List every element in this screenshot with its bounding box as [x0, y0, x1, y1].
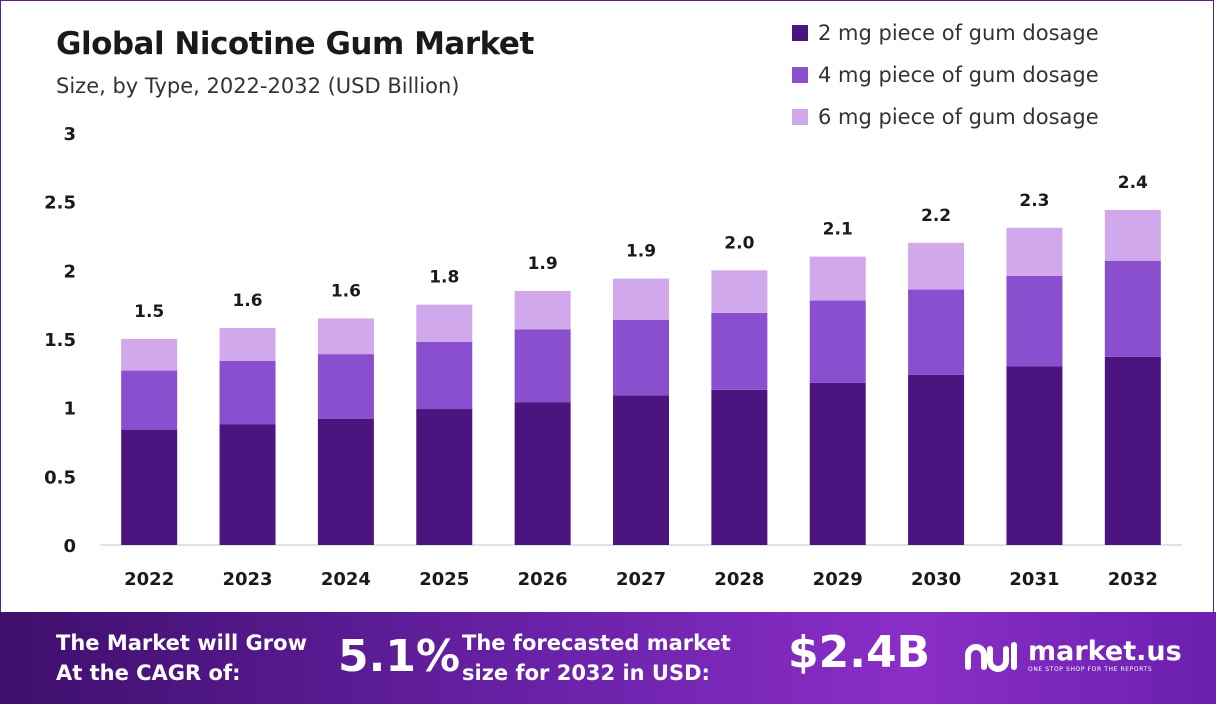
x-tick-label: 2026 [518, 569, 568, 590]
bar-segment-6mg [1104, 209, 1161, 261]
bar-segment-4mg [809, 300, 866, 383]
bar-segment-4mg [908, 289, 965, 375]
legend-item-2mg: 2 mg piece of gum dosage [792, 12, 1099, 54]
bar-total-label: 1.6 [232, 291, 262, 311]
bar-segment-4mg [416, 341, 473, 410]
bar-segment-6mg [514, 290, 571, 330]
cagr-caption-line1: The Market will Grow [56, 631, 307, 655]
brand-tagline: ONE STOP SHOP FOR THE REPORTS [1028, 666, 1153, 673]
bar-total-label: 2.4 [1118, 173, 1148, 193]
legend-swatch-2mg [792, 25, 808, 41]
cagr-caption: The Market will Grow At the CAGR of: [56, 628, 307, 688]
bar-segment-2mg [809, 382, 866, 545]
y-tick-label: 2 [63, 261, 76, 282]
bar-segment-4mg [514, 329, 571, 403]
legend-item-4mg: 4 mg piece of gum dosage [792, 54, 1099, 96]
legend-label-6mg: 6 mg piece of gum dosage [818, 105, 1099, 129]
y-tick-label: 0 [63, 536, 76, 557]
footer-banner: The Market will Grow At the CAGR of: 5.1… [0, 612, 1216, 704]
bar-segment-6mg [1006, 227, 1063, 276]
bar-segment-6mg [416, 304, 473, 342]
legend-label-2mg: 2 mg piece of gum dosage [818, 21, 1099, 45]
bar-segment-4mg [1006, 275, 1063, 367]
bar-segment-6mg [613, 278, 669, 320]
cagr-caption-line2: At the CAGR of: [56, 661, 241, 685]
bar-total-label: 1.6 [331, 281, 361, 301]
y-tick-label: 0.5 [44, 467, 76, 488]
bar-segment-2mg [711, 389, 768, 545]
legend-swatch-4mg [792, 67, 808, 83]
bar-segment-4mg [121, 370, 178, 430]
bar-segment-4mg [613, 319, 669, 396]
x-tick-label: 2031 [1009, 569, 1059, 590]
bar-total-label: 2.3 [1019, 191, 1049, 211]
chart-legend: 2 mg piece of gum dosage 4 mg piece of g… [792, 12, 1099, 138]
bar-segment-4mg [711, 312, 768, 390]
bar-segment-2mg [1006, 366, 1063, 545]
bar-segment-2mg [514, 402, 571, 545]
forecast-value: $2.4B [788, 627, 931, 678]
bar-segment-2mg [219, 424, 276, 545]
x-tick-label: 2030 [911, 569, 961, 590]
bar-segment-4mg [1104, 260, 1161, 357]
bar-total-label: 2.0 [724, 233, 754, 253]
bar-segment-4mg [317, 354, 374, 419]
bar-segment-6mg [317, 318, 374, 355]
y-tick-label: 1.5 [44, 330, 76, 351]
bar-total-label: 1.5 [134, 302, 164, 322]
y-tick-label: 1 [63, 399, 76, 420]
bar-segment-6mg [711, 270, 768, 313]
bar-segment-2mg [1104, 356, 1161, 545]
bar-segment-2mg [416, 409, 473, 545]
bar-segment-6mg [219, 328, 276, 361]
bar-total-label: 1.8 [429, 268, 459, 288]
chart-subtitle: Size, by Type, 2022-2032 (USD Billion) [56, 74, 460, 98]
bar-segment-4mg [219, 360, 276, 425]
x-tick-label: 2023 [222, 569, 272, 590]
bar-total-label: 1.9 [528, 254, 558, 274]
bar-total-label: 2.2 [921, 206, 951, 226]
y-tick-label: 3 [63, 124, 76, 145]
x-tick-label: 2028 [714, 569, 764, 590]
bar-segment-2mg [317, 418, 374, 545]
bar-total-label: 2.1 [823, 220, 853, 240]
forecast-caption-line1: The forecasted market [462, 631, 731, 655]
legend-swatch-6mg [792, 109, 808, 125]
forecast-caption-line2: size for 2032 in USD: [462, 661, 710, 685]
x-tick-label: 2024 [321, 569, 371, 590]
chart-title: Global Nicotine Gum Market [56, 26, 534, 62]
brand-mark-icon [965, 642, 1017, 672]
bar-segment-2mg [908, 374, 965, 545]
x-tick-label: 2025 [419, 569, 469, 590]
cagr-value: 5.1% [338, 631, 461, 682]
y-tick-label: 2.5 [44, 193, 76, 214]
brand-logo: market.us ONE STOP SHOP FOR THE REPORTS [964, 638, 1182, 674]
x-tick-label: 2029 [813, 569, 863, 590]
x-tick-label: 2027 [616, 569, 666, 590]
bar-segment-6mg [121, 339, 178, 371]
bar-segment-6mg [908, 242, 965, 290]
bar-segment-6mg [809, 256, 866, 301]
forecast-caption: The forecasted market size for 2032 in U… [462, 628, 731, 688]
brand-name: market.us [1028, 636, 1182, 667]
bar-total-label: 1.9 [626, 242, 656, 262]
bar-segment-2mg [613, 395, 669, 545]
bar-segment-2mg [121, 429, 178, 545]
legend-label-4mg: 4 mg piece of gum dosage [818, 63, 1099, 87]
x-tick-label: 2022 [124, 569, 174, 590]
x-tick-label: 2032 [1108, 569, 1158, 590]
legend-item-6mg: 6 mg piece of gum dosage [792, 96, 1099, 138]
stacked-bar-chart: 0 0.5 1 1.5 2 2.5 3 1.5 2022 1.6 2023 1.6 2024 1.8 202… [44, 124, 1182, 590]
